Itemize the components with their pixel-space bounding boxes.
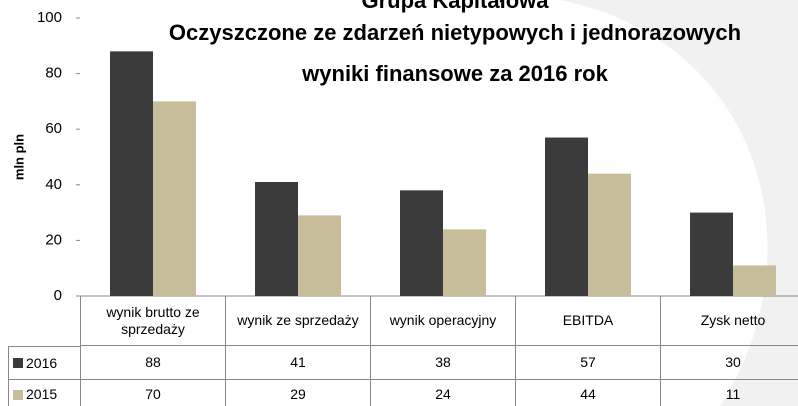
- table-value: 57: [515, 346, 660, 380]
- y-tick-label: 60: [45, 120, 62, 137]
- watermark: [560, 0, 798, 406]
- legend-label: 2016: [26, 354, 58, 371]
- bar: [733, 265, 776, 296]
- table-value: 44: [515, 380, 660, 406]
- y-axis-label: mln pln: [11, 134, 26, 180]
- bar: [690, 212, 733, 296]
- table-value: 11: [660, 380, 798, 406]
- category-label: wynik operacyjny: [370, 296, 515, 346]
- legend-cell: 2016: [8, 346, 80, 380]
- table-value: 70: [80, 380, 225, 406]
- y-tick-label: 40: [45, 176, 62, 193]
- legend-label: 2015: [26, 386, 58, 402]
- y-tick-label: 0: [54, 287, 62, 304]
- table-value: 30: [660, 346, 798, 380]
- bar: [400, 190, 443, 296]
- bar: [153, 101, 196, 297]
- chart-title: wyniki finansowe za 2016 rok: [301, 61, 608, 86]
- legend-cell: 2015: [8, 380, 80, 406]
- table-value: 88: [80, 346, 225, 380]
- y-tick-label: 100: [37, 9, 62, 26]
- category-label: Zysk netto: [660, 296, 798, 346]
- category-label: wynik ze sprzedaży: [225, 296, 370, 346]
- category-label: EBITDA: [515, 296, 660, 346]
- chart-title: Grupa Kapitałowa: [361, 0, 549, 13]
- chart-title: Oczyszczone ze zdarzeń nietypowych i jed…: [169, 20, 741, 45]
- bar: [545, 137, 588, 296]
- bar: [443, 229, 486, 296]
- bar: [255, 182, 298, 296]
- legend-swatch: [13, 389, 23, 400]
- y-tick-label: 20: [45, 231, 62, 248]
- category-label: wynik brutto ze sprzedaży: [80, 296, 225, 346]
- table-value: 24: [370, 380, 515, 406]
- legend-swatch: [13, 358, 23, 368]
- table-value: 38: [370, 346, 515, 380]
- bar: [588, 173, 631, 296]
- table-value: 29: [225, 380, 370, 406]
- table-value: 41: [225, 346, 370, 380]
- y-tick-label: 80: [45, 65, 62, 82]
- bar: [298, 215, 341, 296]
- bar: [110, 51, 153, 296]
